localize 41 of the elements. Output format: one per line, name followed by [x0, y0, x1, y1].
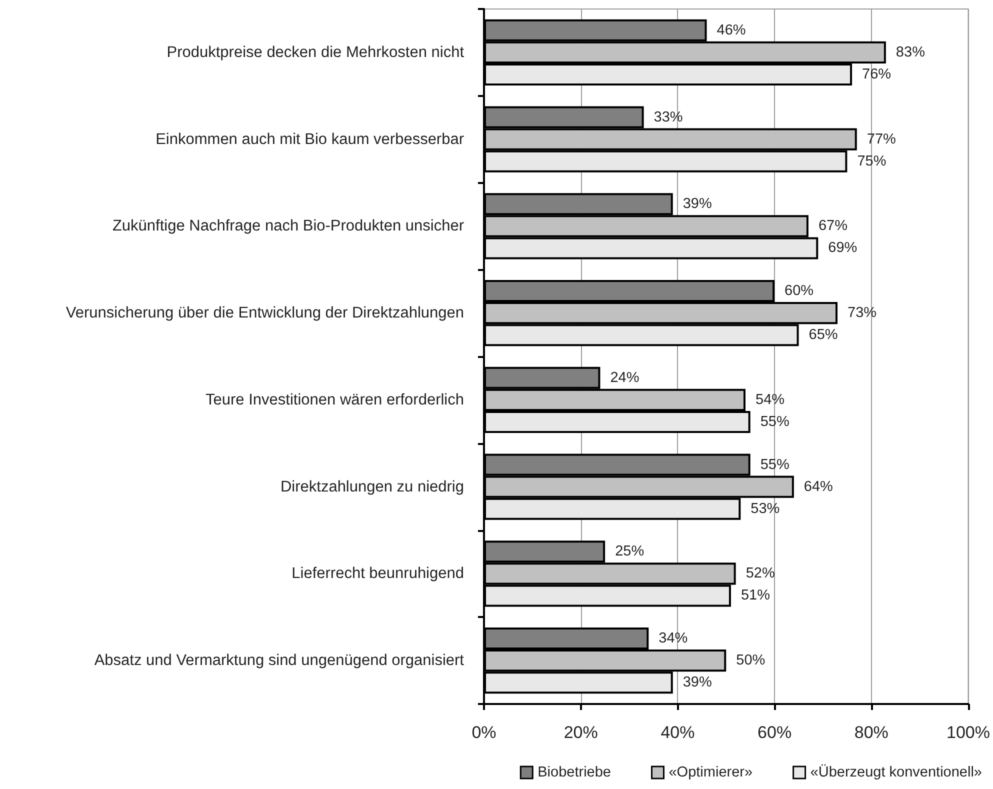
x-tick-label: 60%	[758, 723, 792, 742]
data-label: 69%	[828, 240, 858, 256]
data-label: 55%	[760, 456, 790, 473]
y-tick-label: Verunsicherung über die Entwicklung der Direktzahlungen	[66, 304, 464, 322]
data-label: 39%	[682, 196, 712, 212]
data-label: 73%	[848, 305, 877, 322]
data-label: 24%	[610, 370, 640, 386]
data-label: 39%	[682, 674, 712, 691]
data-label: 25%	[615, 544, 644, 560]
data-label: 53%	[750, 500, 780, 517]
data-label: 64%	[804, 478, 834, 495]
y-tick-label: Einkommen auch mit Bio kaum verbesserbar	[156, 130, 464, 148]
y-tick-label: Zukünftige Nachfrage nach Bio-Produkten unsicher	[112, 218, 464, 235]
legend-label: Biobetriebe	[538, 764, 611, 780]
data-label: 50%	[736, 652, 766, 669]
data-label: 76%	[862, 66, 892, 82]
data-label: 60%	[784, 283, 814, 300]
y-tick-label: Teure Investitionen wären erforderlich	[206, 391, 464, 408]
x-tick-label: 0%	[472, 723, 496, 742]
data-label: 54%	[756, 392, 785, 408]
x-tick-label: 20%	[564, 723, 598, 742]
data-label: 34%	[658, 630, 688, 647]
x-tick-label: 100%	[946, 723, 990, 742]
data-label: 55%	[760, 414, 790, 430]
y-tick-label: Direktzahlungen zu niedrig	[280, 478, 464, 496]
legend-label: «Überzeugt konventionell»	[810, 764, 982, 780]
data-label: 83%	[896, 44, 926, 60]
y-tick-label: Absatz und Vermarktung sind ungenügend organisiert	[94, 652, 465, 670]
data-label: 51%	[740, 588, 770, 604]
data-label: 67%	[818, 218, 848, 234]
data-label: 77%	[866, 131, 896, 148]
x-tick-label: 40%	[660, 723, 695, 742]
data-label: 52%	[746, 566, 775, 582]
data-label: 75%	[857, 153, 886, 170]
data-label: 46%	[716, 22, 746, 38]
legend-label: «Optimierer»	[668, 764, 753, 780]
x-tick-label: 80%	[854, 723, 888, 742]
data-label: 33%	[654, 109, 683, 126]
y-tick-label: Lieferrecht beunruhigend	[292, 565, 464, 582]
y-tick-label: Produktpreise decken die Mehrkosten nicht	[166, 44, 465, 61]
data-label: 65%	[808, 327, 838, 344]
